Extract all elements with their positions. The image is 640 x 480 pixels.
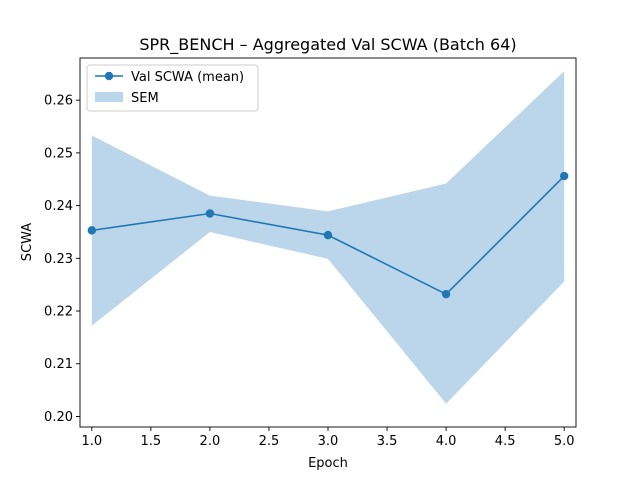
y-tick-label: 0.22	[44, 305, 73, 320]
legend-box	[86, 64, 259, 112]
x-tick-label: 3.0	[318, 434, 339, 449]
data-point	[323, 230, 333, 240]
x-tick-label: 1.5	[141, 434, 162, 449]
x-tick-label: 5.0	[554, 434, 575, 449]
x-axis-label: Epoch	[308, 456, 348, 471]
x-tick-label: 2.5	[259, 434, 280, 449]
y-tick-label: 0.24	[44, 199, 73, 214]
chart-title: SPR_BENCH – Aggregated Val SCWA (Batch 6…	[139, 35, 516, 55]
legend-marker-swatch	[104, 71, 114, 81]
y-tick-label: 0.26	[44, 94, 73, 109]
x-tick-label: 4.5	[495, 434, 516, 449]
data-point	[87, 226, 97, 235]
y-tick-label: 0.23	[44, 252, 73, 267]
legend-band-swatch	[95, 92, 123, 102]
data-point	[441, 289, 451, 299]
legend-label-mean: Val SCWA (mean)	[131, 70, 244, 85]
legend: Val SCWA (mean) SEM	[86, 64, 259, 112]
y-tick-label: 0.20	[44, 410, 73, 425]
y-axis-label: SCWA	[20, 223, 35, 261]
y-tick-label: 0.25	[44, 146, 73, 161]
x-tick-label: 4.0	[436, 434, 457, 449]
x-tick-label: 2.0	[200, 434, 221, 449]
data-point	[559, 171, 569, 181]
data-point	[205, 209, 215, 218]
x-tick-label: 3.5	[377, 434, 398, 449]
legend-label-sem: SEM	[131, 91, 159, 106]
y-tick-label: 0.21	[44, 357, 73, 372]
plot-area: 1.0 1.5 2.0 2.5 3.0 3.5 4.0 4.5 5.0 0.20 0.21 0.22 0…	[44, 57, 577, 449]
x-tick-label: 1.0	[81, 434, 102, 449]
